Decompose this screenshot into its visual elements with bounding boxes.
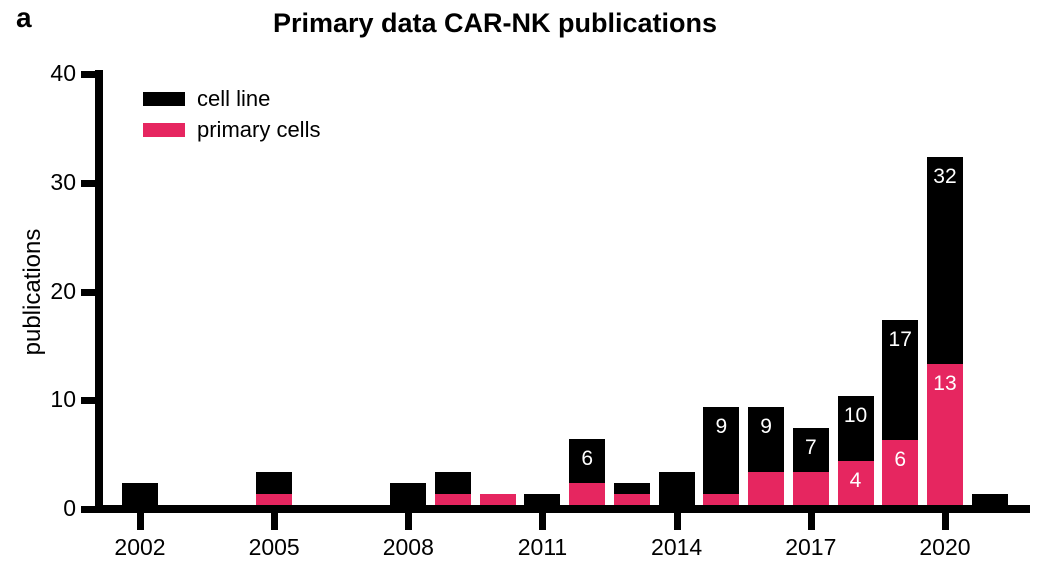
y-tick: [81, 397, 95, 405]
bar-total-label: 6: [581, 447, 594, 470]
x-tick: [941, 513, 949, 530]
bar-segment-cell-line: [658, 472, 695, 505]
bar-total-label: 17: [888, 328, 912, 351]
bar-segment-cell-line: [524, 494, 561, 505]
y-tick: [81, 288, 95, 296]
y-tick-label: 0: [63, 495, 76, 521]
bar-segment-primary-cells: [703, 494, 740, 505]
y-tick-label: 40: [50, 60, 76, 86]
bar-segment-primary-cells: [569, 483, 606, 505]
legend-label: primary cells: [197, 117, 321, 142]
bar-primary-label: 6: [894, 448, 907, 471]
bar-primary-label: 13: [933, 372, 957, 395]
x-tick-label: 2011: [517, 534, 568, 560]
x-tick-label: 2008: [382, 534, 434, 560]
bar-segment-primary-cells: [435, 494, 472, 505]
y-tick: [81, 71, 95, 78]
chart-title: Primary data CAR-NK publications: [272, 8, 718, 38]
y-tick: [81, 506, 95, 513]
bar-segment-primary-cells: [748, 472, 785, 505]
bar-segment-primary-cells: [792, 472, 829, 505]
x-tick: [539, 513, 547, 530]
x-tick-label: 2020: [919, 534, 971, 560]
bar-segment-cell-line: [703, 407, 740, 494]
bar-segment-primary-cells: [882, 440, 919, 505]
x-tick: [807, 513, 815, 530]
bar-total-label: 7: [804, 436, 817, 459]
x-tick: [405, 513, 413, 530]
x-tick: [673, 513, 681, 530]
panel-label: a: [16, 2, 32, 33]
bar-segment-primary-cells: [837, 461, 874, 505]
bar-total-label: 10: [843, 404, 868, 427]
bar-total-label: 9: [715, 415, 728, 438]
bar-segment-cell-line: [390, 483, 427, 505]
y-axis-line: [95, 70, 103, 513]
bar-total-label: 9: [760, 415, 772, 438]
bar-segment-primary-cells: [926, 364, 963, 505]
x-tick: [271, 513, 279, 530]
x-axis-line: [95, 505, 1030, 513]
legend-swatch-cell-line: [143, 92, 185, 106]
legend-swatch-primary-cells: [143, 123, 185, 137]
x-tick: [137, 513, 144, 530]
bar-segment-cell-line: [435, 472, 472, 494]
x-tick-label: 2014: [651, 534, 703, 560]
bar-segment-cell-line: [971, 494, 1008, 505]
y-tick-label: 20: [50, 277, 76, 304]
y-tick: [81, 179, 95, 187]
x-tick-label: 2017: [785, 534, 837, 560]
bar-segment-cell-line: [748, 407, 785, 472]
bar-segment-primary-cells: [613, 494, 650, 505]
bar-segment-primary-cells: [256, 494, 293, 505]
bar-segment-primary-cells: [479, 494, 516, 505]
bar-segment-cell-line: [926, 157, 963, 364]
bar-segment-cell-line: [613, 483, 650, 494]
y-tick-label: 10: [50, 386, 76, 413]
y-tick-label: 30: [50, 168, 76, 195]
bar-segment-cell-line: [792, 428, 829, 472]
x-tick-label: 2002: [114, 534, 166, 560]
bar-segment-cell-line: [122, 483, 158, 505]
bar-total-label: 32: [933, 165, 957, 188]
bar-segment-cell-line: [256, 472, 293, 494]
bar-primary-label: 4: [849, 469, 862, 492]
x-tick-label: 2005: [248, 534, 300, 560]
bar-segment-cell-line: [837, 396, 874, 461]
bar-segment-cell-line: [882, 320, 919, 440]
bar-segment-cell-line: [569, 439, 606, 483]
legend-label: cell line: [197, 86, 271, 111]
